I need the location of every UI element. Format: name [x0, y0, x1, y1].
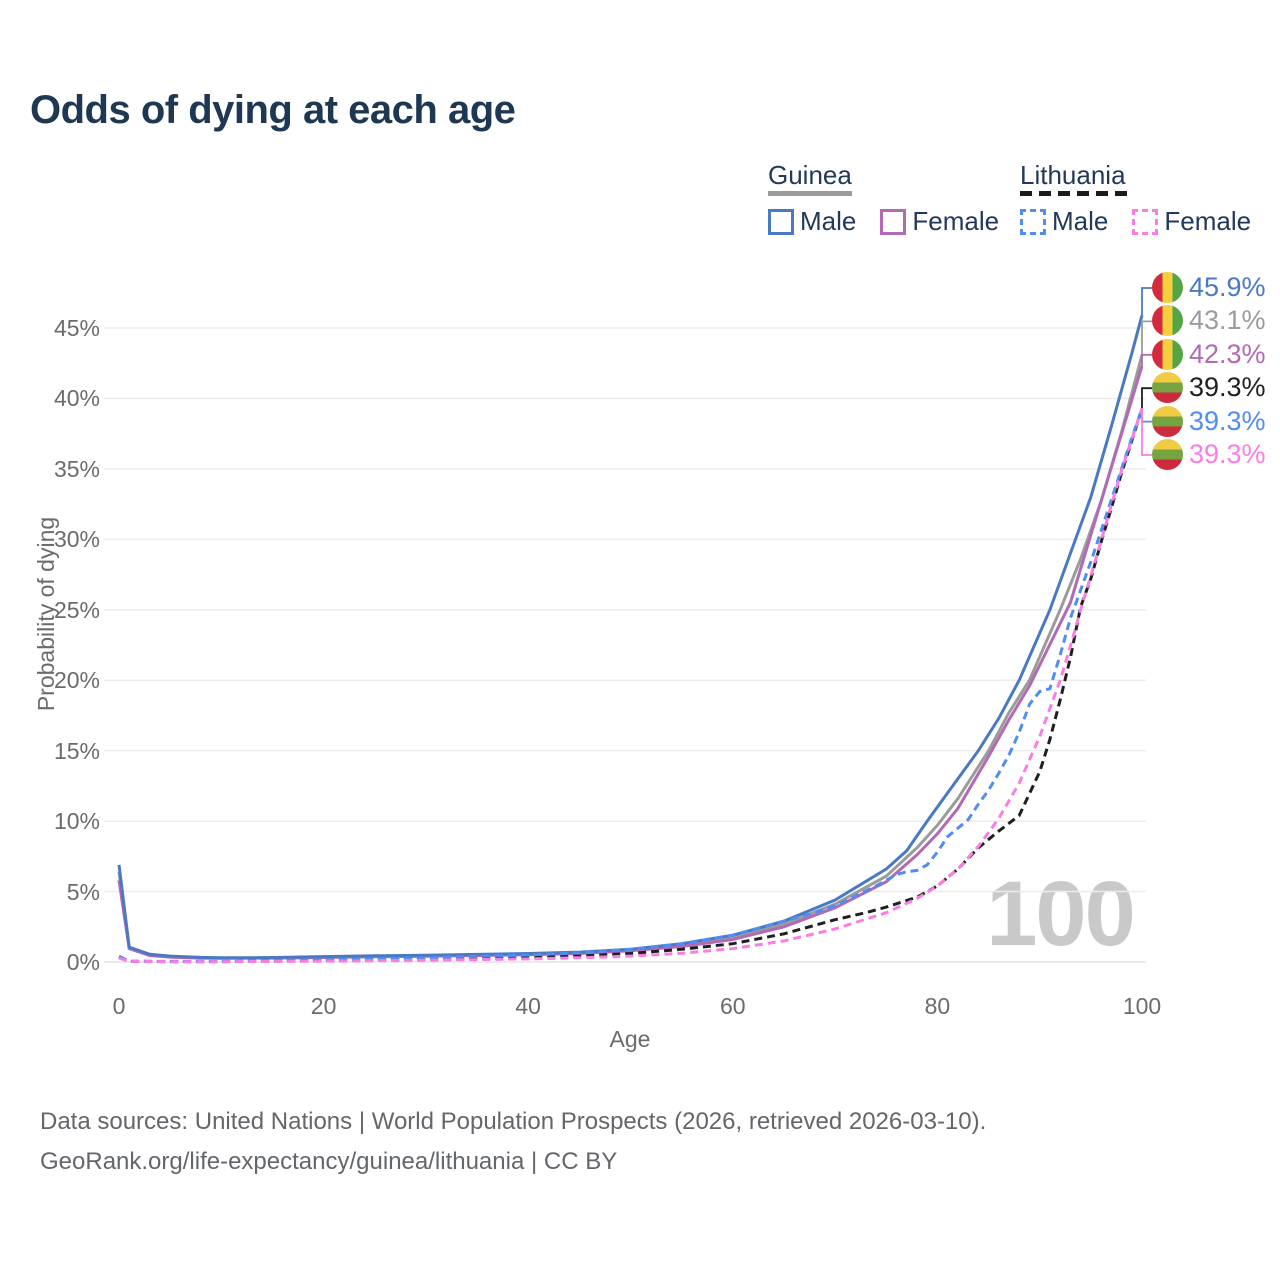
series-line-guinea-both-sexes[interactable] [117, 354, 1144, 960]
gridlines [104, 327, 1146, 963]
lithuania-male-swatch-icon [1020, 208, 1046, 235]
legend-group-lithuania: Lithuania Male Female [1020, 160, 1251, 237]
x-tick-label: 20 [310, 993, 337, 1019]
lithuania-flag-icon [1152, 372, 1183, 404]
lithuania-flag-icon [1152, 405, 1183, 437]
end-label-guinea-male: 45.9% [1152, 272, 1266, 303]
lithuania-dashed-line-key [1020, 191, 1128, 196]
end-label-connector [1141, 408, 1152, 423]
x-tick-label: 0 [112, 993, 126, 1019]
guinea-male-swatch-icon [768, 208, 794, 235]
data-sources-text: Data sources: United Nations | World Pop… [40, 1108, 987, 1135]
legend-item-lithuania-male[interactable]: Male [1020, 206, 1108, 237]
x-axis-title: Age [609, 1026, 651, 1052]
end-label-value: 43.1% [1189, 305, 1266, 336]
series-line-lithuania-male[interactable] [118, 407, 1144, 963]
end-label-connector [1141, 387, 1152, 409]
end-label-value: 45.9% [1189, 272, 1266, 302]
legend-label: Female [1164, 206, 1252, 236]
series-line-guinea-male[interactable] [117, 314, 1144, 960]
end-label-lithuania-both-sexes: 39.3% [1152, 372, 1266, 404]
y-tick-label: 15% [53, 737, 100, 764]
y-tick-label: 45% [53, 314, 100, 341]
lithuania-flag-icon [1152, 439, 1183, 470]
legend-group-guinea: Guinea Male Female [768, 160, 999, 237]
legend-lithuania-title[interactable]: Lithuania [1020, 160, 1126, 190]
guinea-flag-icon [1152, 305, 1183, 337]
end-label-guinea-both-sexes: 43.1% [1152, 305, 1266, 337]
end-label-lithuania-male: 39.3% [1152, 405, 1266, 437]
legend-item-guinea-female[interactable]: Female [880, 206, 999, 237]
lithuania-female-swatch-icon [1132, 208, 1159, 235]
y-tick-label: 0% [66, 949, 100, 975]
end-label-value: 39.3% [1189, 372, 1266, 403]
end-label-lithuania-female: 39.3% [1152, 439, 1266, 470]
end-label-value: 42.3% [1189, 338, 1266, 369]
end-label-value: 39.3% [1189, 439, 1266, 469]
guinea-flag-icon [1152, 338, 1183, 370]
y-tick-label: 25% [53, 596, 100, 623]
legend-item-guinea-male[interactable]: Male [768, 206, 856, 237]
legend-item-lithuania-female[interactable]: Female [1132, 206, 1251, 237]
end-label-connector [1141, 408, 1152, 456]
hovered-age-watermark: 100 [986, 863, 1136, 965]
legend-label: Female [912, 206, 1000, 236]
y-tick-label: 5% [66, 878, 100, 905]
x-tick-label: 100 [1122, 993, 1162, 1019]
end-label-connector [1141, 320, 1152, 355]
end-label-connector [1141, 353, 1152, 367]
guinea-solid-line-key [768, 191, 852, 196]
guinea-flag-icon [1152, 272, 1183, 303]
x-tick-label: 60 [720, 993, 746, 1019]
page-title: Odds of dying at each age [30, 88, 516, 132]
attribution-text: GeoRank.org/life-expectancy/guinea/lithu… [40, 1148, 618, 1175]
y-tick-label: 40% [53, 385, 100, 412]
end-label-guinea-female: 42.3% [1152, 338, 1266, 370]
end-label-value: 39.3% [1189, 405, 1266, 436]
series-line-lithuania-both-sexes[interactable] [118, 407, 1144, 964]
series-line-lithuania-female[interactable] [118, 407, 1144, 964]
legend-guinea-title[interactable]: Guinea [768, 160, 852, 190]
series-lines [117, 314, 1144, 964]
series-line-guinea-female[interactable] [117, 365, 1144, 960]
y-tick-label: 30% [53, 526, 100, 553]
legend-label: Male [800, 206, 857, 236]
x-tick-label: 40 [515, 993, 541, 1019]
guinea-female-swatch-icon [880, 208, 907, 235]
legend-label: Male [1052, 206, 1109, 236]
x-tick-label: 80 [924, 993, 951, 1019]
y-tick-label: 10% [53, 808, 100, 835]
end-label-connector [1141, 287, 1152, 316]
end-label-connectors [1141, 287, 1152, 456]
y-tick-label: 20% [53, 667, 100, 694]
y-tick-label: 35% [53, 455, 100, 482]
